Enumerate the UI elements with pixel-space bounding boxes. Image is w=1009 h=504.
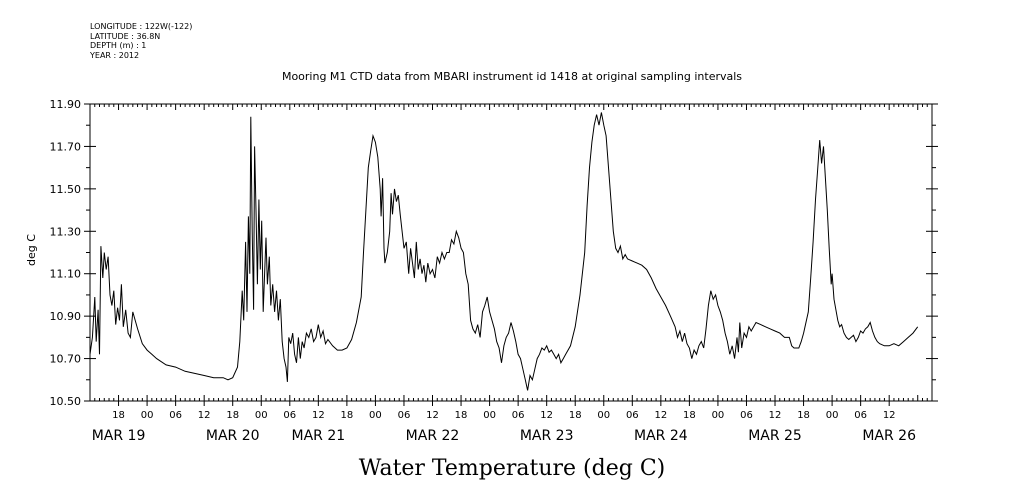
x-hour-tick-label: 18: [112, 410, 125, 421]
x-hour-tick-label: 12: [426, 410, 439, 421]
longitude-text: LONGITUDE : 122W(-122): [90, 22, 193, 31]
x-hour-tick-label: 00: [255, 410, 268, 421]
x-hour-tick-label: 18: [569, 410, 582, 421]
bottom-title: Water Temperature (deg C): [359, 456, 666, 481]
x-date-label: MAR 22: [406, 428, 460, 444]
year-text: YEAR : 2012: [90, 50, 140, 60]
x-hour-tick-label: 06: [398, 410, 411, 421]
axes-group: 18 00 06 12 18 00 06 12 18 00 06 12 18 00 06 12 18 00 06 12…: [50, 98, 938, 444]
x-hour-tick-label: 18: [226, 410, 239, 421]
x-hour-tick-label: 18: [797, 410, 810, 421]
x-hour-tick-label: 12: [883, 410, 896, 421]
station-info: LONGITUDE : 122W(-122) LATITUDE : 36.8N …: [90, 22, 192, 60]
x-hour-tick-label: 06: [169, 410, 182, 421]
x-hour-tick-label: 00: [826, 410, 839, 421]
x-date-label: MAR 25: [748, 428, 802, 444]
y-tick-label: 11.70: [50, 140, 82, 153]
x-hour-tick-label: 18: [341, 410, 354, 421]
x-hour-tick-label: 12: [654, 410, 667, 421]
x-hour-tick-label: 18: [683, 410, 696, 421]
x-hour-tick-label: 12: [769, 410, 782, 421]
chart-title: Mooring M1 CTD data from MBARI instrumen…: [282, 70, 742, 83]
x-hour-tick-label: 18: [455, 410, 468, 421]
x-hour-tick-label: 00: [369, 410, 382, 421]
x-date-label: MAR 23: [520, 428, 574, 444]
y-tick-label: 11.90: [50, 98, 82, 111]
series-group: [89, 112, 919, 391]
x-hour-tick-label: 12: [198, 410, 211, 421]
y-axis-label: deg C: [25, 234, 38, 266]
x-hour-tick-label: 00: [712, 410, 725, 421]
x-date-label: MAR 24: [634, 428, 688, 444]
x-hour-tick-label: 06: [740, 410, 753, 421]
y-tick-label: 10.50: [50, 395, 82, 408]
y-tick-label: 11.10: [50, 268, 82, 281]
x-date-label: MAR 19: [92, 428, 146, 444]
x-hour-tick-label: 00: [141, 410, 154, 421]
x-hour-tick-label: 06: [854, 410, 867, 421]
latitude-text: LATITUDE : 36.8N: [90, 31, 161, 41]
x-date-label: MAR 26: [862, 428, 916, 444]
x-hour-tick-label: 12: [540, 410, 553, 421]
x-hour-tick-label: 00: [483, 410, 496, 421]
y-tick-label: 10.70: [50, 353, 82, 366]
plot-frame: [89, 103, 933, 402]
depth-text: DEPTH (m) : 1: [90, 41, 147, 50]
y-tick-label: 11.30: [50, 225, 82, 238]
x-hour-tick-label: 06: [626, 410, 639, 421]
x-hour-tick-label: 00: [597, 410, 610, 421]
series-line-0: [89, 112, 919, 391]
x-date-label: MAR 20: [206, 428, 260, 444]
x-hour-tick-label: 06: [283, 410, 296, 421]
x-hour-tick-label: 06: [512, 410, 525, 421]
x-hour-tick-label: 12: [312, 410, 325, 421]
y-tick-label: 10.90: [50, 310, 82, 323]
y-tick-label: 11.50: [50, 183, 82, 196]
x-date-label: MAR 21: [292, 428, 346, 444]
